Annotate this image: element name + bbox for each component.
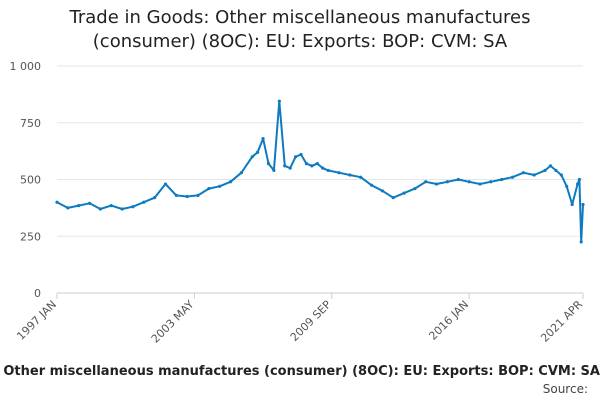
source-label: Source: [542, 382, 588, 396]
data-point [424, 180, 428, 184]
data-point [304, 162, 309, 166]
data-point [315, 162, 319, 166]
data-point [261, 137, 265, 141]
caption-text: Trade in Goods: Other miscellaneous manu… [0, 364, 600, 379]
data-point [500, 177, 504, 182]
data-point [554, 168, 558, 173]
data-point [218, 184, 222, 188]
data-point [559, 173, 563, 177]
chart-title: Trade in Goods: Other miscellaneous manu… [69, 7, 531, 52]
data-point [293, 155, 298, 159]
data-point [359, 175, 363, 179]
data-point [283, 164, 287, 168]
x-tick-label: 2009 SEP [288, 298, 334, 344]
data-point [369, 183, 374, 187]
data-point [77, 204, 81, 208]
y-tick-label: 750 [20, 117, 41, 130]
data-point [521, 171, 525, 175]
data-point [413, 186, 417, 191]
data-point [467, 180, 471, 184]
data-point [98, 207, 102, 211]
data-point [575, 182, 580, 186]
data-point [321, 166, 325, 170]
data-point [510, 175, 515, 179]
data-point [299, 152, 303, 157]
data-point [277, 99, 281, 103]
data-point [228, 180, 233, 184]
data-point [532, 173, 536, 177]
x-tick-label: 2003 MAY [149, 298, 197, 346]
data-point [131, 205, 135, 209]
data-point [153, 196, 157, 200]
data-point [434, 182, 439, 186]
data-point [163, 182, 168, 186]
data-point [337, 171, 341, 175]
data-point [55, 200, 59, 204]
data-point [66, 206, 70, 210]
data-point [207, 186, 211, 191]
data-point [310, 164, 314, 168]
data-point [391, 196, 395, 200]
data-point [185, 194, 189, 199]
chart-caption: Trade in Goods: Other miscellaneous manu… [0, 364, 600, 382]
data-point [445, 180, 450, 184]
data-point [478, 182, 482, 186]
y-tick-label: 1 000 [10, 60, 42, 73]
data-point [196, 193, 200, 197]
x-tick-label: 2016 JAN [426, 298, 471, 343]
data-point [142, 200, 146, 204]
data-point [256, 150, 260, 154]
x-tick-label: 1997 JAN [14, 298, 59, 343]
y-tick-label: 250 [20, 230, 41, 243]
y-tick-label: 500 [20, 174, 41, 187]
data-point [402, 191, 406, 195]
y-tick-label: 0 [34, 287, 41, 300]
data-point [174, 193, 178, 197]
data-point [489, 180, 493, 184]
data-point [581, 202, 585, 207]
x-tick-label: 2021 APR [538, 298, 585, 345]
data-point [548, 164, 553, 168]
data-point [577, 177, 581, 182]
data-point [272, 168, 276, 173]
series-line [56, 100, 584, 243]
data-point [570, 202, 574, 207]
data-point [456, 177, 460, 182]
data-point [266, 162, 271, 166]
data-point [239, 171, 243, 175]
data-point [109, 204, 113, 208]
data-point [565, 184, 569, 188]
data-point [380, 189, 384, 193]
data-point [348, 173, 352, 177]
data-point [543, 168, 547, 173]
data-point [120, 207, 124, 211]
data-point [288, 166, 292, 170]
data-point [87, 201, 92, 205]
data-point [326, 168, 330, 173]
data-point [579, 240, 583, 244]
data-point [250, 155, 254, 159]
